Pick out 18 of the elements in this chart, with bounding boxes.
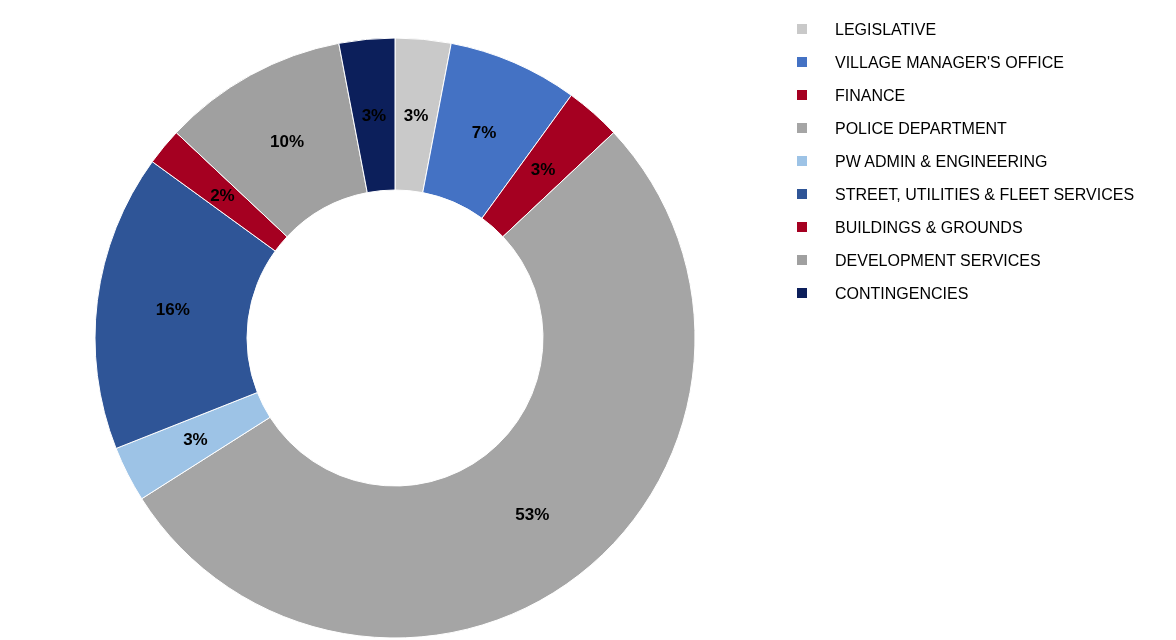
legend-label: STREET, UTILITIES & FLEET SERVICES — [835, 185, 1135, 203]
legend-label: BUILDINGS & GROUNDS — [835, 218, 1023, 236]
legend-label: LEGISLATIVE — [835, 20, 937, 38]
legend-label: DEVELOPMENT SERVICES — [835, 251, 1041, 269]
data-label: 3% — [361, 105, 387, 125]
data-label: 16% — [155, 300, 190, 320]
legend-label: PW ADMIN & ENGINEERING — [835, 152, 1048, 170]
data-label: 3% — [183, 430, 208, 450]
data-label: 7% — [471, 122, 497, 142]
data-label: 2% — [210, 185, 235, 205]
data-label: 3% — [403, 105, 429, 125]
data-label: 3% — [530, 160, 556, 180]
legend-label: CONTINGENCIES — [835, 284, 969, 302]
data-label: 53% — [515, 505, 550, 525]
legend-label: POLICE DEPARTMENT — [835, 119, 1008, 137]
data-label: 10% — [270, 132, 305, 152]
legend-label: VILLAGE MANAGER'S OFFICE — [835, 53, 1064, 71]
legend-label: FINANCE — [835, 86, 906, 104]
